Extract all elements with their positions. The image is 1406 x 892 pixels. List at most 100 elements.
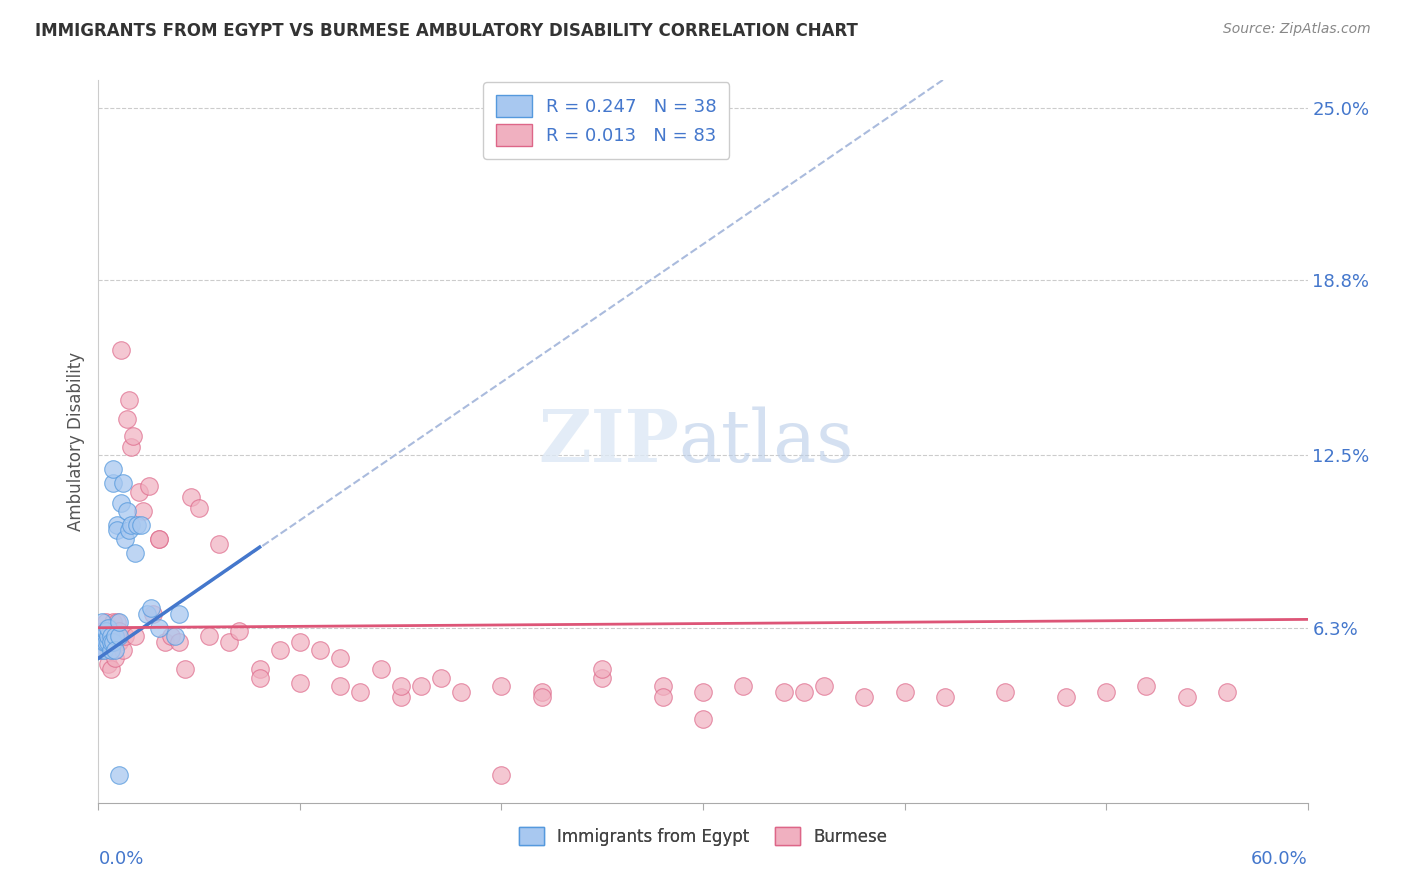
Text: ZIP: ZIP (538, 406, 679, 477)
Point (118, 524, 141, 538)
Point (118, 392, 141, 407)
Text: 0.0%: 0.0% (98, 850, 143, 868)
Point (107, 768, 129, 782)
Point (148, 621, 170, 635)
Point (103, 634, 125, 648)
Point (89, 629, 111, 643)
Point (100, 629, 122, 643)
Point (128, 484, 150, 499)
Point (89, 643, 111, 657)
Point (651, 679, 673, 693)
Text: Source: ZipAtlas.com: Source: ZipAtlas.com (1223, 22, 1371, 37)
Point (101, 462, 124, 476)
Point (93, 643, 115, 657)
Point (288, 676, 311, 690)
Text: 60.0%: 60.0% (1251, 850, 1308, 868)
Point (208, 537, 231, 551)
Point (97, 621, 120, 635)
Point (142, 607, 165, 621)
Text: IMMIGRANTS FROM EGYPT VS BURMESE AMBULATORY DISABILITY CORRELATION CHART: IMMIGRANTS FROM EGYPT VS BURMESE AMBULAT… (35, 22, 858, 40)
Point (100, 643, 122, 657)
Point (103, 643, 125, 657)
Point (91, 615, 114, 630)
Point (132, 504, 155, 518)
Point (389, 690, 412, 705)
Point (1054, 690, 1077, 705)
Point (167, 607, 190, 621)
Point (530, 690, 553, 705)
Point (491, 768, 513, 782)
Point (135, 607, 157, 621)
Point (97, 634, 120, 648)
Point (107, 629, 129, 643)
Point (994, 684, 1017, 698)
Point (96, 615, 118, 630)
Point (198, 629, 221, 643)
Point (101, 634, 124, 648)
Point (111, 476, 134, 491)
Point (96, 634, 118, 648)
Point (93, 629, 115, 643)
Point (91, 629, 114, 643)
Point (120, 440, 142, 454)
Point (160, 629, 183, 643)
Point (97, 657, 120, 671)
Point (101, 629, 124, 643)
Point (793, 684, 815, 698)
Point (148, 532, 170, 546)
Point (813, 679, 835, 693)
Point (249, 671, 271, 685)
Point (651, 690, 673, 705)
Legend: Immigrants from Egypt, Burmese: Immigrants from Egypt, Burmese (512, 821, 894, 852)
Point (153, 634, 176, 648)
Point (249, 662, 271, 676)
Point (129, 517, 152, 532)
Point (288, 634, 311, 648)
Point (733, 679, 755, 693)
Point (97, 629, 120, 643)
Point (148, 532, 170, 546)
Point (115, 412, 138, 426)
Point (174, 662, 197, 676)
Point (1135, 679, 1157, 693)
Point (93, 643, 115, 657)
Point (228, 624, 250, 638)
Point (450, 684, 472, 698)
Point (163, 629, 186, 643)
Point (114, 532, 136, 546)
Point (111, 643, 134, 657)
Point (100, 643, 122, 657)
Text: atlas: atlas (679, 406, 855, 477)
Point (97, 634, 120, 648)
Point (96, 634, 118, 648)
Point (1175, 690, 1198, 705)
Point (100, 662, 122, 676)
Point (591, 671, 613, 685)
Point (91, 634, 114, 648)
Point (105, 524, 128, 538)
Y-axis label: Ambulatory Disability: Ambulatory Disability (66, 352, 84, 531)
Point (121, 429, 143, 443)
Point (491, 679, 513, 693)
Point (329, 651, 352, 665)
Point (93, 634, 115, 648)
Point (934, 690, 956, 705)
Point (591, 662, 613, 676)
Point (692, 684, 714, 698)
Point (430, 671, 453, 685)
Point (124, 546, 146, 560)
Point (692, 713, 714, 727)
Point (103, 651, 125, 665)
Point (329, 679, 352, 693)
Point (89, 629, 111, 643)
Point (853, 690, 876, 705)
Point (100, 634, 122, 648)
Point (110, 496, 132, 510)
Point (309, 643, 332, 657)
Point (115, 504, 138, 518)
Point (96, 624, 118, 638)
Point (349, 684, 371, 698)
Point (97, 624, 120, 638)
Point (125, 517, 148, 532)
Point (89, 643, 111, 657)
